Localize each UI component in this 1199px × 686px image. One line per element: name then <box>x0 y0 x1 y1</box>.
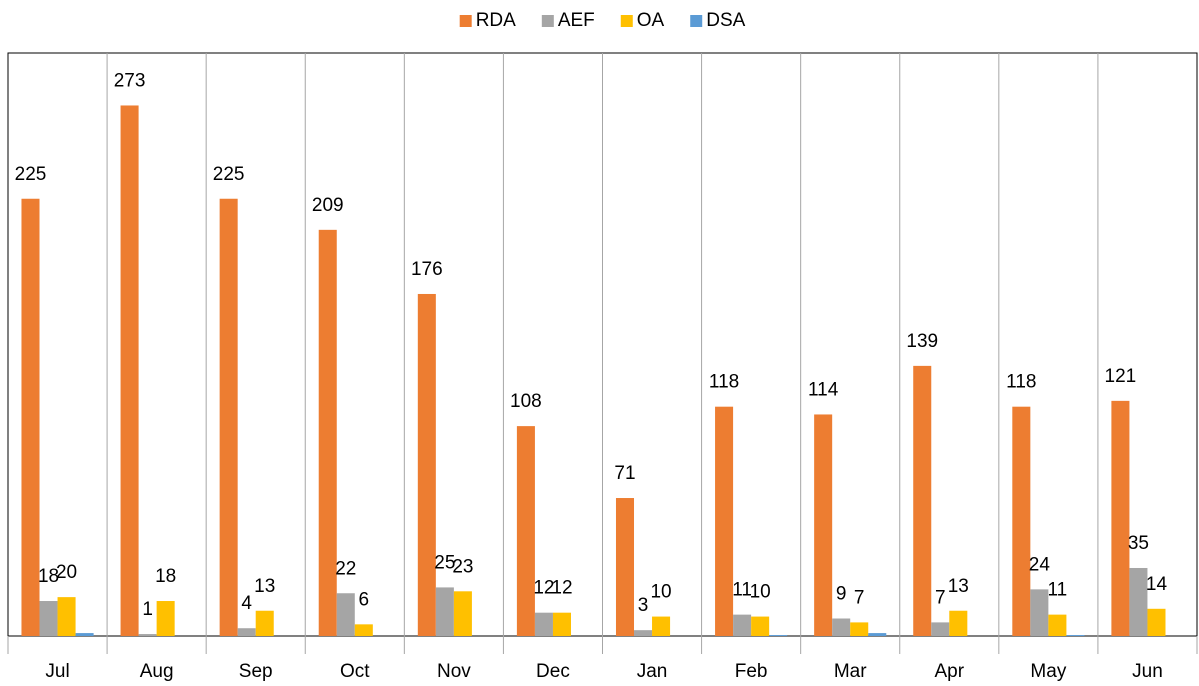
x-tick-label: Aug <box>140 661 174 682</box>
data-label: 3 <box>638 595 649 616</box>
bar <box>57 597 76 636</box>
data-label: 118 <box>1006 372 1036 393</box>
bar <box>1129 567 1148 636</box>
data-label: 209 <box>312 195 344 216</box>
bar <box>1030 589 1049 636</box>
data-label: 121 <box>1105 366 1137 387</box>
data-label: 14 <box>1146 574 1168 595</box>
legend-label: RDA <box>476 10 516 31</box>
legend-swatch <box>459 15 472 27</box>
bar <box>354 624 373 636</box>
bar <box>39 601 58 636</box>
x-tick-label: Dec <box>536 661 570 682</box>
legend-label: DSA <box>706 10 745 31</box>
data-label: 20 <box>56 562 77 583</box>
data-label: 13 <box>254 576 275 597</box>
bar <box>336 593 355 636</box>
data-label: 18 <box>38 566 59 587</box>
bar <box>1012 406 1031 636</box>
data-label: 4 <box>241 593 252 614</box>
legend-swatch <box>690 15 703 27</box>
data-label: 71 <box>614 463 635 484</box>
x-tick-label: Oct <box>340 661 370 682</box>
bar <box>832 618 851 636</box>
bar <box>75 633 94 636</box>
data-label: 35 <box>1128 533 1149 554</box>
data-label: 25 <box>434 552 455 573</box>
data-label: 11 <box>1048 580 1068 601</box>
x-tick-label: Jul <box>45 661 69 682</box>
x-tick-label: Jan <box>637 661 668 682</box>
bar <box>219 198 238 636</box>
bar <box>552 612 571 636</box>
data-label: 23 <box>452 556 473 577</box>
bar <box>733 614 752 636</box>
data-label: 7 <box>854 587 865 608</box>
bar <box>237 628 256 636</box>
data-label: 1 <box>142 599 153 620</box>
bar <box>516 426 535 636</box>
bar <box>138 634 157 636</box>
data-label: 273 <box>114 70 146 91</box>
x-tick-label: Feb <box>735 661 768 682</box>
bar <box>949 610 968 636</box>
data-label: 225 <box>15 164 47 185</box>
bar <box>1147 608 1166 636</box>
bar <box>1111 400 1130 636</box>
data-label: 118 <box>709 372 739 393</box>
bar <box>769 635 788 636</box>
bar <box>715 406 734 636</box>
bar <box>850 622 869 636</box>
bar <box>1048 614 1067 636</box>
x-tick-label: Jun <box>1132 661 1163 682</box>
data-label: 18 <box>155 566 176 587</box>
legend-swatch <box>541 15 554 27</box>
bar <box>814 414 833 636</box>
x-tick-label: Mar <box>834 661 867 682</box>
data-label: 108 <box>510 391 542 412</box>
bar <box>868 633 887 636</box>
data-label: 225 <box>213 164 245 185</box>
data-label: 11 <box>732 580 752 601</box>
data-label: 9 <box>836 584 847 605</box>
data-label: 6 <box>359 589 370 610</box>
data-label: 22 <box>335 558 356 579</box>
data-label: 114 <box>808 379 839 400</box>
bar <box>21 198 40 636</box>
data-label: 12 <box>551 578 572 599</box>
bar <box>435 587 454 636</box>
bar <box>318 229 337 637</box>
x-tick-label: Nov <box>437 661 471 682</box>
bar <box>255 610 274 636</box>
bar <box>615 498 635 636</box>
data-label: 10 <box>650 582 671 603</box>
x-tick-label: Sep <box>239 661 273 682</box>
bar <box>751 616 770 636</box>
bar <box>120 105 139 637</box>
data-label: 13 <box>948 576 969 597</box>
bar <box>453 591 472 636</box>
data-label: 176 <box>411 259 443 280</box>
data-label: 24 <box>1029 554 1051 575</box>
x-tick-label: Apr <box>935 661 965 682</box>
bar <box>913 365 932 636</box>
bar <box>652 616 671 636</box>
bar <box>931 622 950 636</box>
bar <box>534 612 553 636</box>
legend-swatch <box>620 15 633 27</box>
data-label: 10 <box>750 582 771 603</box>
bar <box>156 601 175 636</box>
legend-label: OA <box>637 10 665 31</box>
data-label: 7 <box>935 587 946 608</box>
bar <box>1066 635 1085 636</box>
bar <box>634 630 653 636</box>
data-label: 12 <box>533 578 554 599</box>
bar <box>417 293 436 636</box>
legend-label: AEF <box>558 10 595 31</box>
x-tick-label: May <box>1030 661 1066 682</box>
data-label: 139 <box>906 331 938 352</box>
